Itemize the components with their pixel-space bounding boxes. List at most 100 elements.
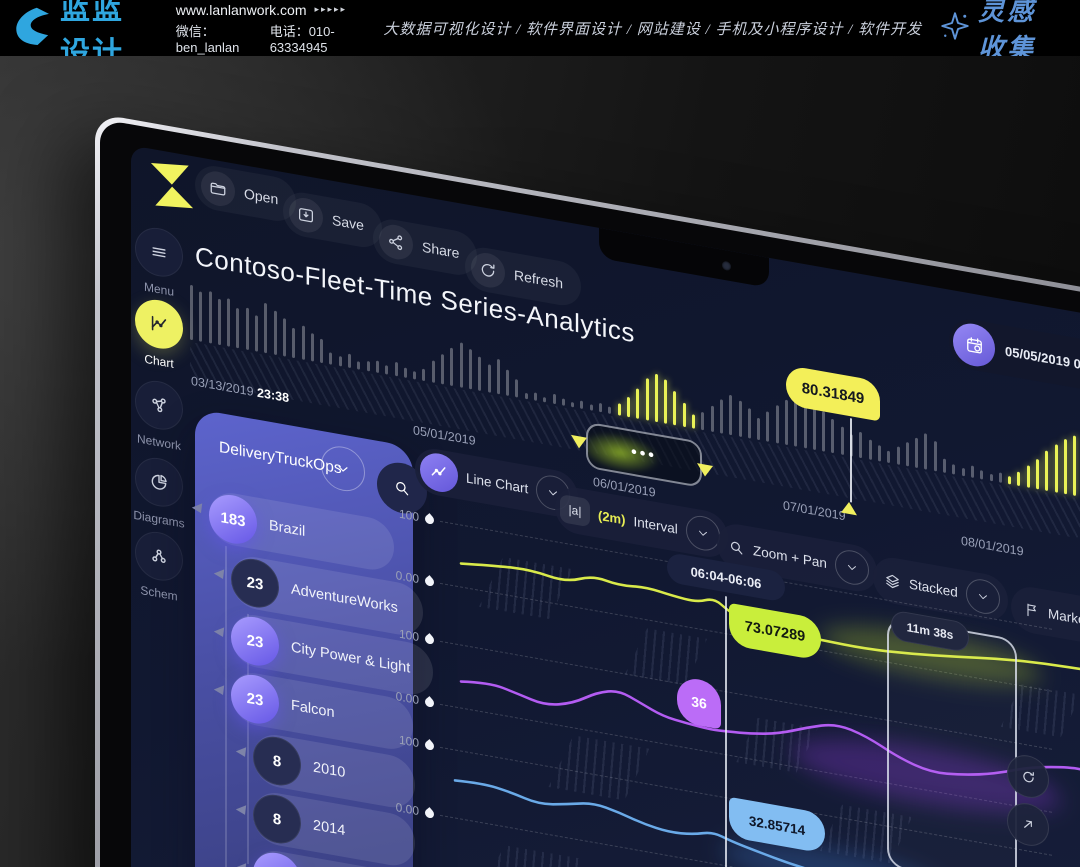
contact-block: www.lanlanwork.com ▸▸▸▸▸ 微信：ben_lanlan 电… [176, 2, 366, 55]
density-bar [375, 360, 379, 374]
density-bar [431, 360, 435, 383]
open-button[interactable]: Open [195, 162, 297, 225]
expander-icon[interactable] [191, 503, 207, 516]
refresh-button[interactable]: Refresh [465, 244, 582, 309]
schema-icon[interactable] [135, 528, 183, 585]
density-bar [701, 411, 705, 431]
tree-row-brazil[interactable]: 183 Brazil [209, 491, 305, 556]
brush-handle[interactable]: ••• [631, 443, 657, 466]
axis-pin-icon [423, 632, 436, 646]
axis-pin-icon [423, 695, 436, 709]
marker-label: Marker [1048, 605, 1080, 628]
density-bar [710, 405, 714, 433]
count-badge: 8 [253, 732, 301, 790]
tree-row-2014[interactable]: 8 2014 [253, 790, 345, 855]
x-tick-august: 08/01/2019 [961, 533, 1024, 559]
tree-row-2010[interactable]: 8 2010 [253, 732, 345, 797]
sidebar-label-network: Network [136, 431, 181, 454]
chevron-down-icon [536, 472, 571, 513]
expand-button[interactable] [1007, 799, 1049, 850]
density-bar [868, 439, 872, 460]
density-bar [543, 397, 547, 403]
hatch-decoration [548, 735, 650, 801]
density-bar [924, 433, 928, 470]
marker-button[interactable]: Marker [1011, 583, 1080, 647]
density-bar [394, 361, 398, 377]
network-icon[interactable] [135, 377, 183, 434]
density-bar [1073, 435, 1077, 497]
density-bar [692, 414, 696, 429]
reset-zoom-button[interactable] [1007, 751, 1049, 802]
density-bar [998, 472, 1002, 483]
density-bar [961, 467, 965, 477]
density-bar [357, 361, 361, 370]
menu-icon[interactable] [135, 224, 183, 281]
density-bar [450, 347, 454, 387]
laptop-frame: Open Save Share Refresh Co [95, 113, 1080, 867]
density-bar [757, 417, 761, 441]
density-bar [515, 379, 519, 398]
sidebar-label-chart: Chart [144, 351, 174, 371]
pie-chart-icon[interactable] [135, 454, 183, 511]
sidebar-item-diagrams[interactable]: Diagrams [131, 453, 191, 532]
density-bar [348, 353, 352, 369]
date-range-chip[interactable]: 05/05/2019 05:19 - 0 [949, 315, 1080, 410]
density-bar [571, 401, 575, 408]
tree-search-button[interactable] [377, 458, 427, 518]
brand-name: 蓝蓝设计 [60, 0, 124, 70]
density-bar [738, 400, 742, 437]
arrow-marks: ▸▸▸▸▸ [314, 4, 348, 14]
sidebar-item-chart[interactable]: Chart [131, 295, 191, 374]
site-brand[interactable]: 蓝蓝设计 [14, 0, 152, 72]
brush-right-handle-icon[interactable] [697, 463, 713, 478]
sidebar-item-network[interactable]: Network [131, 376, 191, 455]
yellow-value-tooltip: 73.07289 [729, 602, 821, 662]
density-bar [338, 355, 342, 367]
count-badge: 23 [231, 612, 279, 670]
density-bar [487, 364, 491, 393]
tree-connector [225, 545, 227, 867]
dataset-tree-panel: DeliveryTruckOps [191, 408, 433, 867]
density-bar [1036, 458, 1040, 490]
density-bar [943, 458, 947, 474]
density-bar [496, 358, 500, 395]
interval-label: Interval [633, 513, 678, 537]
lanlan-logo-icon [14, 6, 52, 51]
density-bar [785, 399, 788, 446]
density-bar [719, 399, 723, 434]
refresh-icon [471, 250, 505, 291]
brush-left-handle-icon[interactable] [571, 434, 587, 450]
density-bar [970, 465, 974, 478]
density-bar [664, 379, 668, 424]
density-bar [310, 333, 314, 362]
chart-icon[interactable] [135, 296, 183, 353]
webcam-dot [722, 260, 731, 272]
interval-value: (2m) [598, 507, 626, 528]
density-bar [1063, 438, 1067, 495]
density-bar [905, 441, 909, 467]
density-bar [441, 354, 445, 385]
zoom-pan-label: Zoom + Pan [753, 542, 827, 571]
density-bar [626, 396, 630, 418]
app-logo-hourglass-icon[interactable] [147, 161, 198, 211]
site-url[interactable]: www.lanlanwork.com [175, 1, 307, 18]
save-button[interactable]: Save [283, 189, 382, 251]
density-bar [524, 392, 528, 400]
density-bar [989, 473, 993, 482]
overview-marker-icon[interactable] [841, 500, 857, 516]
density-bar [887, 450, 891, 464]
density-bar [1017, 471, 1021, 487]
crosshair-line[interactable] [725, 596, 727, 867]
share-button[interactable]: Share [373, 216, 478, 279]
density-bar [282, 318, 286, 357]
chart-type-select[interactable]: Line Chart [415, 445, 579, 521]
interval-select[interactable]: |a| (2m) Interval [555, 484, 728, 561]
sidebar-item-schem[interactable]: Schem [131, 527, 191, 606]
density-bar [831, 418, 835, 454]
time-selection-rect[interactable] [887, 616, 1017, 867]
tree-collapse-button[interactable] [321, 442, 365, 495]
magnifier-icon [728, 537, 745, 557]
density-bar [766, 411, 770, 442]
sidebar-item-menu[interactable]: Menu [131, 223, 191, 302]
density-bar [366, 360, 370, 372]
